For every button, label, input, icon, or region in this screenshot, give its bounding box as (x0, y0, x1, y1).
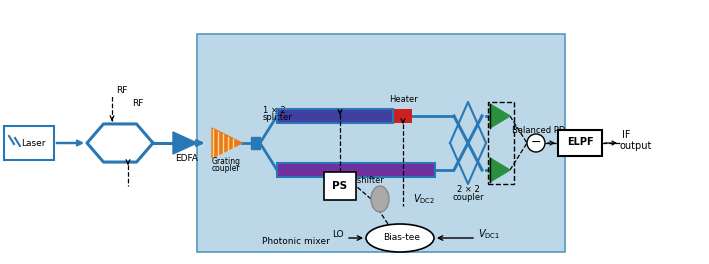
Text: Phase shifter: Phase shifter (328, 176, 384, 185)
Text: Grating: Grating (211, 157, 240, 166)
FancyBboxPatch shape (558, 130, 602, 156)
Text: Balanced PD: Balanced PD (512, 126, 565, 135)
Text: Bias-tee: Bias-tee (384, 233, 420, 242)
Polygon shape (212, 128, 242, 158)
Circle shape (527, 134, 545, 152)
Polygon shape (87, 124, 153, 162)
Text: IF: IF (622, 130, 630, 140)
Text: $V_\mathrm{DC1}$: $V_\mathrm{DC1}$ (478, 227, 501, 241)
Text: ELPF: ELPF (566, 137, 593, 147)
FancyBboxPatch shape (277, 163, 435, 177)
Text: splitter: splitter (263, 113, 293, 122)
Text: output: output (620, 141, 652, 151)
FancyBboxPatch shape (277, 109, 393, 123)
FancyBboxPatch shape (394, 109, 412, 123)
Text: RF: RF (116, 86, 128, 95)
Text: PS: PS (333, 181, 347, 191)
Text: LO: LO (333, 230, 344, 239)
Text: 1 × 2: 1 × 2 (263, 106, 286, 115)
Polygon shape (490, 104, 510, 128)
Text: coupler: coupler (212, 164, 240, 173)
FancyBboxPatch shape (4, 126, 54, 160)
Text: RF: RF (132, 99, 143, 108)
Text: $V_\mathrm{DC2}$: $V_\mathrm{DC2}$ (413, 192, 435, 206)
Ellipse shape (366, 224, 434, 252)
Text: Laser: Laser (21, 139, 45, 148)
Text: coupler: coupler (452, 193, 484, 202)
Text: EDFA: EDFA (176, 154, 199, 163)
Text: Photonic mixer: Photonic mixer (262, 237, 330, 246)
Polygon shape (450, 102, 486, 184)
Text: Heater: Heater (389, 95, 418, 104)
Text: −: − (531, 135, 541, 148)
Text: 2 × 2: 2 × 2 (457, 185, 479, 194)
FancyBboxPatch shape (251, 137, 260, 149)
Ellipse shape (371, 186, 389, 212)
FancyBboxPatch shape (197, 34, 565, 252)
Polygon shape (490, 158, 510, 182)
Polygon shape (173, 132, 197, 154)
FancyBboxPatch shape (324, 172, 356, 200)
